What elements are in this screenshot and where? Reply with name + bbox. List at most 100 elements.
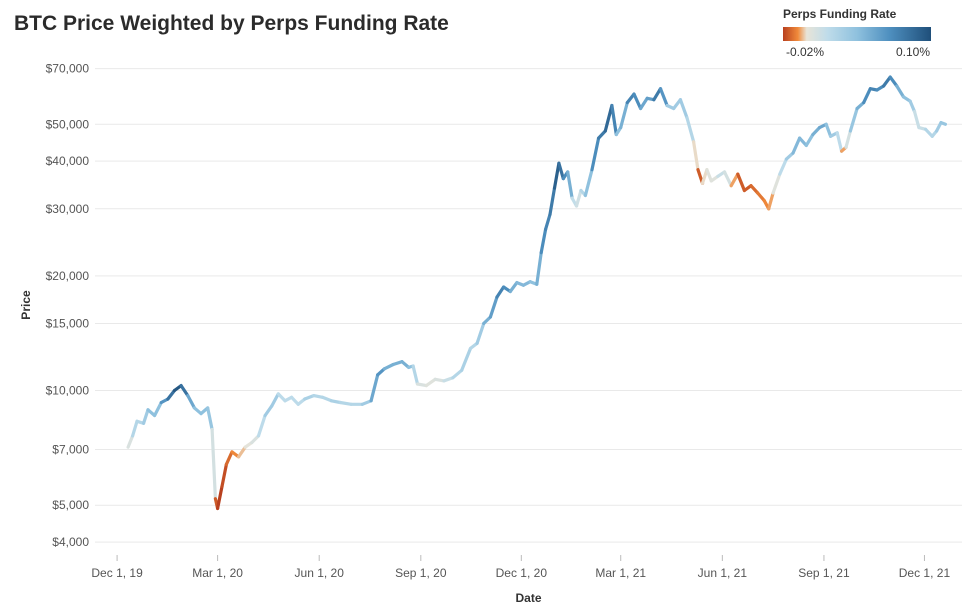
- price-line-segment: [848, 106, 859, 133]
- x-tick-label: Dec 1, 21: [899, 566, 951, 580]
- y-tick-label: $70,000: [46, 62, 90, 76]
- price-line-segment: [749, 184, 760, 195]
- price-line-segment: [566, 170, 574, 200]
- x-tick-label: Dec 1, 20: [496, 566, 548, 580]
- price-line-segment: [722, 170, 733, 188]
- price-line-segment: [778, 157, 789, 176]
- price-line-segment: [451, 368, 464, 380]
- grid-lines: [95, 68, 962, 543]
- price-line-segment: [495, 285, 506, 299]
- price-line-segment: [131, 419, 139, 438]
- price-line-segment: [508, 281, 519, 294]
- price-line-segment: [574, 188, 583, 208]
- price-line-segment: [263, 404, 274, 418]
- price-line-segment: [912, 109, 921, 130]
- price-line-segment: [844, 129, 853, 149]
- price-line-segment: [179, 384, 190, 398]
- legend-max-label: 0.10%: [895, 45, 930, 59]
- price-line-segment: [603, 103, 614, 133]
- price-line-segment: [488, 295, 499, 319]
- price-line-segment: [153, 400, 163, 418]
- price-line-segment: [220, 462, 228, 488]
- chart-title: BTC Price Weighted by Perps Funding Rate: [14, 12, 449, 35]
- price-line-segment: [186, 394, 196, 410]
- price-line-segment: [625, 92, 636, 105]
- price-line-segment: [610, 103, 618, 137]
- price-line-segment: [338, 400, 353, 406]
- price-line-segment: [652, 87, 663, 102]
- y-tick-label: $50,000: [46, 117, 90, 131]
- price-line-segment: [543, 212, 552, 231]
- price-line-segment: [290, 395, 300, 406]
- price-line-segment: [908, 99, 917, 114]
- price-line-segment: [767, 191, 775, 211]
- price-line-segment: [736, 172, 747, 193]
- price-line-segment: [557, 161, 565, 181]
- price-line-segment: [224, 450, 234, 466]
- color-legend: Perps Funding Rate -0.02% 0.10%: [783, 7, 933, 59]
- y-tick-label: $30,000: [46, 202, 90, 216]
- y-tick-label: $15,000: [46, 316, 90, 330]
- price-line-segment: [691, 140, 700, 172]
- price-line-segment: [276, 392, 287, 403]
- y-tick-label: $7,000: [52, 443, 89, 457]
- y-axis-ticks: $70,000 $50,000 $40,000 $30,000 $20,000 $15,0…: [46, 62, 90, 549]
- price-line-segment: [270, 392, 280, 408]
- price-line-segment: [206, 406, 214, 432]
- x-tick-label: Mar 1, 21: [595, 566, 646, 580]
- x-tick-label: Sep 1, 21: [798, 566, 850, 580]
- price-line-segment: [382, 362, 395, 371]
- legend-min-label: -0.02%: [786, 45, 825, 59]
- y-axis-title: Price: [19, 290, 33, 320]
- price-line-segment: [678, 98, 689, 120]
- y-tick-label: $5,000: [52, 498, 89, 512]
- price-line-segment: [126, 434, 135, 449]
- price-line-segment: [142, 408, 150, 425]
- price-line-segment: [824, 122, 833, 138]
- price-line-segment: [216, 484, 224, 511]
- price-line-segment: [256, 413, 267, 438]
- price-line-segment: [658, 87, 669, 108]
- price-line-segment: [888, 75, 899, 88]
- y-tick-label: $10,000: [46, 384, 90, 398]
- price-line-segment: [552, 161, 561, 190]
- legend-title: Perps Funding Rate: [783, 7, 897, 21]
- x-tick-label: Jun 1, 20: [295, 566, 345, 580]
- price-line-segment: [590, 136, 601, 172]
- legend-labels: -0.02% 0.10%: [783, 45, 933, 59]
- price-line-segment: [791, 136, 802, 155]
- price-line-segment: [729, 172, 740, 188]
- price-line-segment: [939, 120, 948, 126]
- price-line-segment: [632, 92, 643, 111]
- price-line-segment: [756, 191, 766, 203]
- price-line-segment: [475, 321, 486, 345]
- price-line-segment: [596, 129, 607, 140]
- y-tick-label: $40,000: [46, 154, 90, 168]
- x-tick-label: Dec 1, 19: [91, 566, 143, 580]
- price-line-segment: [210, 427, 217, 501]
- price-line-segment: [424, 377, 437, 388]
- price-line-segment: [771, 172, 782, 195]
- price-line-segment: [237, 445, 247, 459]
- price-line-segment: [862, 87, 872, 105]
- price-line-segment: [881, 75, 892, 88]
- x-tick-label: Mar 1, 20: [192, 566, 243, 580]
- y-tick-label: $4,000: [52, 535, 89, 549]
- x-tick-label: Jun 1, 21: [698, 566, 748, 580]
- price-line-segment: [535, 251, 543, 286]
- price-line-segment: [583, 168, 594, 198]
- price-series: [126, 75, 948, 511]
- price-line-segment: [166, 388, 177, 401]
- x-axis-title: Date: [515, 591, 541, 605]
- price-line-segment: [685, 116, 696, 144]
- price-line-segment: [460, 346, 473, 372]
- x-tick-label: Sep 1, 20: [395, 566, 447, 580]
- price-line-segment: [835, 131, 844, 153]
- price-line-segment: [638, 96, 649, 111]
- price-line-segment: [619, 100, 629, 130]
- price-line-segment: [895, 84, 906, 99]
- price-line-segment: [548, 186, 557, 216]
- x-axis-ticks: Dec 1, 19 Mar 1, 20 Jun 1, 20 Sep 1, 20 Dec …: [91, 555, 950, 580]
- price-line-segment: [539, 227, 548, 255]
